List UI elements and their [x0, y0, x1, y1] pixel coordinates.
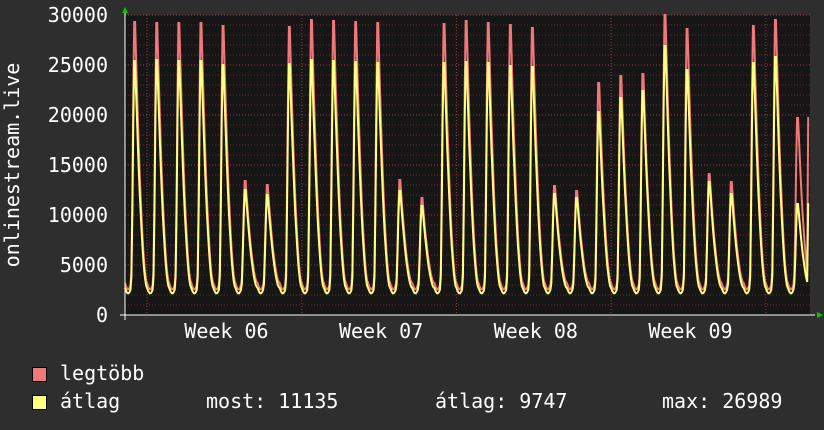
legend-label-max: legtöbb: [60, 361, 145, 385]
y-axis-arrow: [122, 7, 128, 13]
x-tick-label: Week 08: [494, 319, 578, 343]
stat-average: átlag: 9747: [435, 389, 568, 413]
x-tick-label: Week 07: [339, 319, 423, 343]
y-tick-label: 5000: [60, 253, 108, 277]
series-avg-line: [124, 45, 810, 295]
y-tick-label: 20000: [48, 103, 108, 127]
y-axis-label: onlinestream.live: [0, 63, 24, 268]
x-tick-label: Week 06: [184, 319, 268, 343]
stat-max: max: 26989: [662, 389, 783, 413]
x-tick-label: Week 09: [648, 319, 732, 343]
stat-current: most: 11135: [206, 389, 339, 413]
y-tick-label: 0: [96, 303, 108, 327]
chart-svg: 0 5000 10000 15000 20000 25000 30000 Week 06 Wee…: [0, 3, 823, 343]
y-tick-label: 10000: [48, 203, 108, 227]
y-tick-label: 25000: [48, 53, 108, 77]
legend-swatch-max: [32, 367, 47, 382]
y-tick-label: 15000: [48, 153, 108, 177]
y-tick-label: 30000: [48, 3, 108, 27]
legend-swatch-avg: [32, 395, 47, 410]
legend-label-avg: átlag: [60, 389, 121, 413]
x-axis-arrow: [817, 312, 823, 318]
